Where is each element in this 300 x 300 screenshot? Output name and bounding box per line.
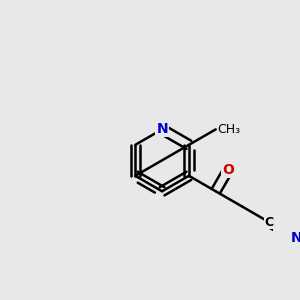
Text: C: C [265, 216, 274, 229]
Text: O: O [222, 163, 234, 177]
Text: N: N [156, 122, 168, 136]
Text: CH₃: CH₃ [217, 123, 240, 136]
Text: N: N [290, 231, 300, 245]
